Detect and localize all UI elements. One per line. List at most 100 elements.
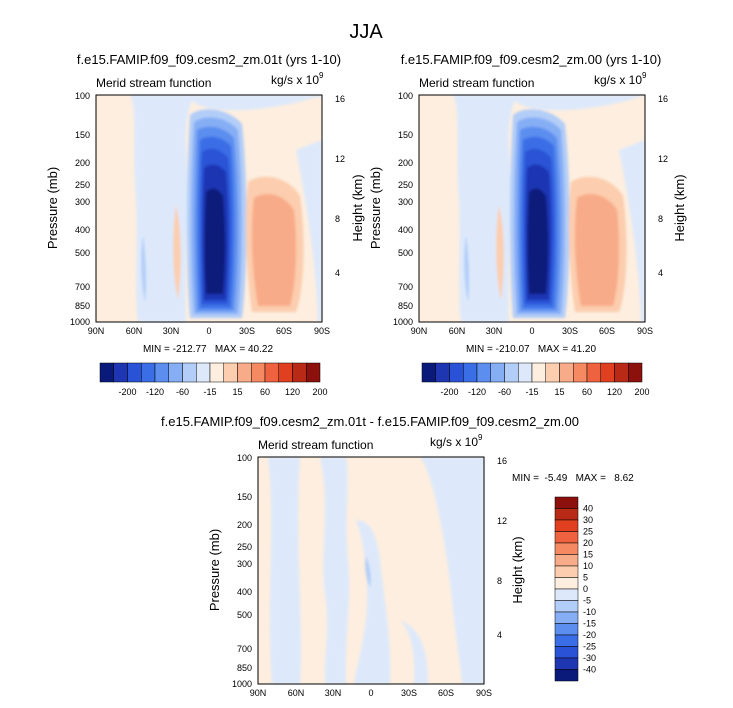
panel-1-y-axis: Pressure (mb) 100 150 200 250 300 400 50… — [45, 91, 90, 327]
panel-2: f.e15.FAMIP.f09_f09.cesm2_zm.00 (yrs 1-1… — [368, 52, 687, 355]
panel-1-right-axis: Height (km) 16 12 8 4 — [335, 94, 365, 278]
colorbar-label: -20 — [583, 630, 596, 640]
x-tick-label: 90N — [411, 326, 428, 336]
y-tick-label: 400 — [75, 225, 90, 235]
colorbar-label: 120 — [607, 387, 622, 397]
panel-2-subtitle: Merid stream function — [419, 76, 534, 90]
panel-1-plot-area — [96, 95, 322, 322]
x-tick-label: 30N — [163, 326, 180, 336]
colorbar-label: -200 — [118, 387, 136, 397]
y-right-tick-label: 12 — [658, 154, 668, 164]
y-tick-label: 100 — [398, 91, 413, 101]
y-right-tick-label: 8 — [497, 576, 502, 586]
y-tick-label: 700 — [237, 644, 252, 654]
colorbar-box — [210, 363, 224, 382]
y-tick-label: 150 — [75, 130, 90, 140]
panel-2-x-axis: 90N 60N 30N 0 30S 60S 90S — [411, 326, 653, 336]
y-right-tick-label: 4 — [335, 268, 340, 278]
colorbar-label: 10 — [583, 561, 593, 571]
x-tick-label: 60S — [438, 688, 454, 698]
y-tick-label: 850 — [75, 301, 90, 311]
x-tick-label: 90S — [314, 326, 330, 336]
panel-1: f.e15.FAMIP.f09_f09.cesm2_zm.01t (yrs 1-… — [45, 52, 365, 355]
colorbar-box — [100, 363, 114, 382]
colorbar-box — [155, 363, 169, 382]
y-right-tick-label: 12 — [335, 154, 345, 164]
colorbar-box — [555, 578, 578, 590]
colorbar-label: 20 — [583, 538, 593, 548]
y-tick-label: 100 — [237, 453, 252, 463]
panel-1-title: f.e15.FAMIP.f09_f09.cesm2_zm.01t (yrs 1-… — [77, 52, 341, 67]
x-tick-label: 60N — [449, 326, 466, 336]
colorbar-box — [555, 555, 578, 567]
colorbar-box — [546, 363, 560, 382]
x-tick-label: 90S — [476, 688, 492, 698]
colorbar-box — [224, 363, 238, 382]
colorbar-label: 200 — [634, 387, 649, 397]
colorbar-box — [573, 363, 587, 382]
colorbar-box — [555, 635, 578, 647]
colorbar-box — [505, 363, 519, 382]
y-tick-label: 200 — [398, 158, 413, 168]
colorbar-box — [518, 363, 532, 382]
colorbar-box — [555, 601, 578, 613]
y-tick-label: 400 — [398, 225, 413, 235]
colorbar-box — [251, 363, 265, 382]
colorbar-box — [265, 363, 279, 382]
panel-3-subtitle: Merid stream function — [258, 438, 373, 452]
x-tick-label: 60S — [599, 326, 615, 336]
y-tick-label: 700 — [75, 282, 90, 292]
colorbar-box — [128, 363, 142, 382]
colorbar-box — [615, 363, 629, 382]
panel-3-x-axis: 90N 60N 30N 0 30S 60S 90S — [250, 688, 492, 698]
x-tick-label: 90N — [250, 688, 267, 698]
colorbar-box — [555, 647, 578, 659]
colorbar-box — [436, 363, 450, 382]
colorbar-label: -10 — [583, 607, 596, 617]
y-tick-label: 500 — [75, 248, 90, 258]
colorbar-box — [238, 363, 252, 382]
colorbar-label: -60 — [498, 387, 511, 397]
y-tick-label: 500 — [237, 610, 252, 620]
colorbar-box — [555, 497, 578, 509]
panel-2-y-label-right: Height (km) — [672, 174, 687, 241]
colorbar-label: 15 — [583, 550, 593, 560]
y-right-tick-label: 16 — [497, 456, 507, 466]
y-tick-label: 300 — [398, 197, 413, 207]
colorbar-box — [463, 363, 477, 382]
colorbar-label: 5 — [583, 573, 588, 583]
colorbar-box — [422, 363, 436, 382]
colorbar-label: 200 — [312, 387, 327, 397]
colorbar-label: -60 — [176, 387, 189, 397]
panel-3-plot-area — [258, 457, 484, 684]
colorbar-box — [555, 658, 578, 670]
colorbar-label: 15 — [232, 387, 242, 397]
colorbar-label: 15 — [554, 387, 564, 397]
colorbar-box — [555, 566, 578, 578]
y-right-tick-label: 16 — [335, 94, 345, 104]
x-tick-label: 0 — [206, 326, 211, 336]
y-tick-label: 250 — [75, 180, 90, 190]
colorbar-label: 60 — [260, 387, 270, 397]
y-tick-label: 850 — [398, 301, 413, 311]
panel-2-units: kg/s x 109 — [594, 71, 647, 87]
colorbar-box — [196, 363, 210, 382]
colorbar-2: -200-120-60-151560120200 — [422, 363, 650, 397]
panel-2-plot-area — [419, 95, 645, 322]
colorbar-box — [532, 363, 546, 382]
colorbar-box — [141, 363, 155, 382]
panel-2-title: f.e15.FAMIP.f09_f09.cesm2_zm.00 (yrs 1-1… — [401, 52, 662, 67]
colorbar-box — [169, 363, 183, 382]
colorbar-label: -40 — [583, 665, 596, 675]
x-tick-label: 30S — [239, 326, 255, 336]
colorbar-box — [555, 589, 578, 601]
y-tick-label: 200 — [75, 158, 90, 168]
panel-3-title: f.e15.FAMIP.f09_f09.cesm2_zm.01t - f.e15… — [161, 414, 579, 429]
colorbar-box — [183, 363, 197, 382]
colorbar-box — [555, 509, 578, 521]
colorbar-box — [555, 612, 578, 624]
colorbar-diff: 40302520151050-5-10-15-20-25-30-40 — [555, 497, 596, 681]
x-tick-label: 60N — [126, 326, 143, 336]
colorbar-label: -200 — [440, 387, 458, 397]
panel-3-units: kg/s x 109 — [430, 433, 483, 449]
